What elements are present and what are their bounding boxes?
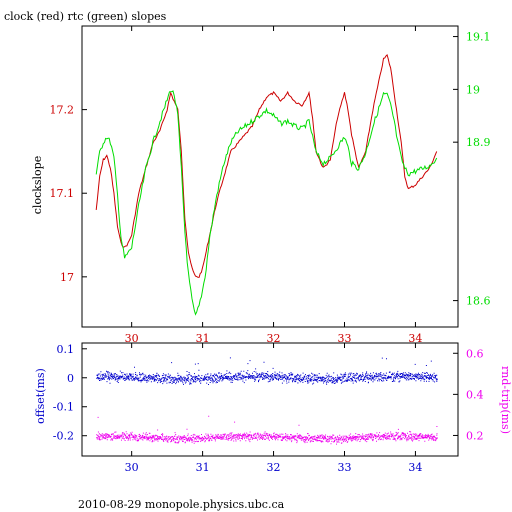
rtc-slope-line [95,90,438,316]
offset-tick-label: -0.2 [53,430,74,443]
top-y-ticks-left: 17 17.1 17.2 [50,104,87,284]
top-x-tick-label: 34 [408,332,422,345]
offset-tick-label: 0 [67,372,74,385]
bottom-x-tick-label: 31 [196,461,210,474]
top-y-left-tick-label: 17.2 [50,104,75,117]
top-y-right-tick-label: 19 [466,83,480,96]
offset-scatter-points [96,357,438,385]
bottom-x-tick-label: 32 [267,461,281,474]
offset-tick-label: 0.1 [57,343,75,356]
top-y-left-tick-label: 17 [60,271,74,284]
footer-label: 2010-08-29 monopole.physics.ubc.ca [78,498,285,511]
top-x-tick-label: 30 [125,332,139,345]
offset-tick-label: -0.1 [53,401,74,414]
top-panel: 30 31 32 33 34 17 17.1 17.2 18.6 18.9 19 19.1 clo… [31,25,491,345]
chart-title: clock (red) rtc (green) slopes [4,10,167,23]
bottom-y-ticks-right: 0.6 0.4 0.2 [453,347,484,442]
bottom-y-ticks-left: 0.1 0 -0.1 -0.2 [53,343,87,443]
top-y-left-tick-label: 17.1 [50,187,75,200]
bottom-x-tick-label: 34 [408,461,422,474]
rnd-trip-tick-label: 0.2 [466,429,484,442]
bottom-series [96,357,438,445]
bottom-x-ticks: 30 31 32 33 34 [125,343,422,474]
rnd-trip-tick-label: 0.4 [466,388,484,401]
top-y-label: clockslope [31,156,44,214]
bottom-plot-frame [81,342,459,457]
rnd-trip-axis-label: rnd-trip(ms) [499,366,512,434]
top-y-right-tick-label: 18.9 [466,136,491,149]
top-y-right-tick-label: 18.6 [466,295,491,308]
top-series [95,53,438,316]
top-y-right-tick-label: 19.1 [466,31,491,44]
top-x-tick-label: 31 [196,332,210,345]
offset-axis-label: offset(ms) [34,368,47,424]
bottom-x-tick-label: 33 [337,461,351,474]
clock-slope-line [95,53,438,278]
bottom-x-tick-label: 30 [125,461,139,474]
top-plot-frame [81,25,459,328]
bottom-panel: 30 31 32 33 34 0.1 0 -0.1 -0.2 0.6 0.4 0.2 offset… [34,342,512,474]
rnd-trip-scatter-points [96,415,438,445]
top-x-tick-label: 33 [337,332,351,345]
top-x-ticks: 30 31 32 33 34 [125,26,422,345]
rnd-trip-tick-label: 0.6 [466,347,484,360]
top-x-tick-label: 32 [267,332,281,345]
top-y-ticks-right: 18.6 18.9 19 19.1 [453,31,491,308]
